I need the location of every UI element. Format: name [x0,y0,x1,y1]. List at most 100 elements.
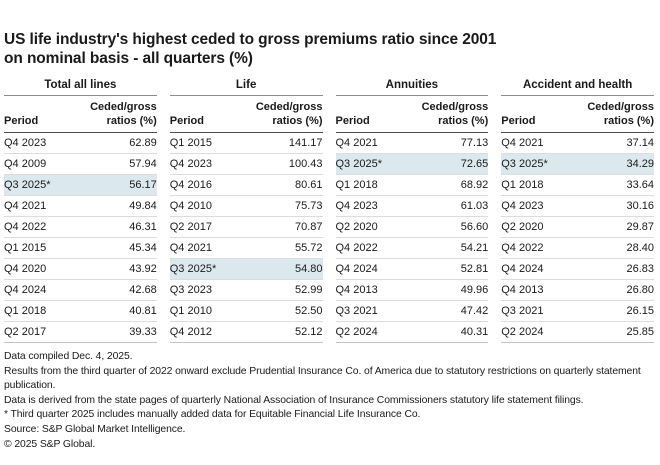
period-cell: Q3 2025* [335,158,382,170]
table-row: Q4 2021 55.72 [169,238,323,259]
footnote-data-derived: Data is derived from the state pages of … [4,394,584,406]
group-header-label: Accident and health [501,79,654,96]
value-cell: 28.40 [626,242,654,254]
value-cell: 61.03 [460,200,489,212]
period-cell: Q4 2023 [335,200,378,212]
value-cell: 77.13 [460,137,489,149]
period-cell: Q1 2015 [169,137,212,149]
value-cell: 46.31 [129,221,157,233]
table-group: Annuities Period Ceded/gross ratios (%) Q4 … [335,79,489,343]
value-cell: 56.60 [460,221,489,233]
period-cell: Q1 2018 [501,179,544,191]
period-cell: Q4 2023 [169,158,212,170]
period-column-header: Period [4,114,39,127]
table-row: Q3 2021 47.42 [335,301,489,322]
table-row: Q4 2020 43.92 [4,259,157,280]
table-group: Total all lines Period Ceded/gross ratios … [4,79,157,343]
value-cell: 34.29 [626,158,654,170]
value-cell: 42.68 [129,284,157,296]
period-cell: Q4 2022 [335,242,378,254]
period-cell: Q4 2021 [501,137,544,149]
column-headers: Period Ceded/gross ratios (%) [169,96,323,133]
table-row: Q1 2018 33.64 [501,175,654,196]
period-column-header: Period [501,114,536,127]
value-cell: 72.65 [460,158,489,170]
table-row: Q1 2015 45.34 [4,238,157,259]
period-cell: Q4 2009 [4,158,47,170]
table-row: Q2 2024 40.31 [335,322,489,343]
group-header-label: Total all lines [4,79,157,96]
value-cell: 57.94 [129,158,157,170]
table-row: Q2 2024 25.85 [501,322,654,343]
value-cell: 33.64 [626,179,654,191]
value-cell: 68.92 [460,179,489,191]
period-cell: Q4 2021 [4,200,47,212]
footnote-data-compiled: Data compiled Dec. 4, 2025. [4,351,133,362]
table-row: Q4 2024 42.68 [4,280,157,301]
table-row: Q3 2021 26.15 [501,301,654,322]
table-row: Q4 2013 49.96 [335,280,489,301]
value-cell: 52.50 [294,305,323,317]
table-row: Q4 2023 61.03 [335,196,489,217]
period-cell: Q1 2018 [4,305,47,317]
value-cell: 52.12 [294,326,323,338]
table-row: Q2 2020 56.60 [335,217,489,238]
value-cell: 80.61 [294,179,323,191]
period-cell: Q4 2021 [169,242,212,254]
period-cell: Q4 2024 [4,284,47,296]
footnote-asterisk: * Third quarter 2025 includes manually a… [4,409,421,421]
value-column-header: Ceded/gross ratios (%) [90,101,157,127]
value-cell: 54.21 [460,242,489,254]
value-cell: 40.31 [460,326,489,338]
value-cell: 26.15 [626,305,654,317]
value-cell: 29.87 [626,221,654,233]
table-row: Q4 2024 26.83 [501,259,654,280]
table-group: Life Period Ceded/gross ratios (%) Q1 2015 1… [169,79,323,343]
value-column-header: Ceded/gross ratios (%) [587,101,654,127]
value-cell: 70.87 [294,221,323,233]
value-cell: 62.89 [129,137,157,149]
period-cell: Q4 2020 [4,263,47,275]
value-cell: 49.96 [460,284,489,296]
table-row: Q3 2023 52.99 [169,280,323,301]
period-column-header: Period [335,114,370,127]
column-headers: Period Ceded/gross ratios (%) [4,96,157,133]
column-headers: Period Ceded/gross ratios (%) [335,96,489,133]
value-cell: 52.99 [294,284,323,296]
period-cell: Q3 2025* [4,179,51,191]
table-row: Q3 2025* 54.80 [169,259,323,280]
ceded-gross-ratios-table: Total all lines Period Ceded/gross ratios … [4,79,654,343]
footnotes: Data compiled Dec. 4, 2025. Results from… [4,350,656,452]
table-row: Q4 2023 100.43 [169,154,323,175]
period-cell: Q2 2024 [335,326,378,338]
value-cell: 43.92 [129,263,157,275]
value-cell: 55.72 [294,242,323,254]
table-row: Q2 2020 29.87 [501,217,654,238]
value-cell: 47.42 [460,305,489,317]
period-cell: Q2 2020 [335,221,378,233]
table-row: Q4 2009 57.94 [4,154,157,175]
footnote-source: Source: S&P Global Market Intelligence. [4,423,186,435]
period-cell: Q4 2023 [501,200,544,212]
table-row: Q4 2021 37.14 [501,133,654,154]
value-cell: 45.34 [129,242,157,254]
value-cell: 37.14 [626,137,654,149]
period-cell: Q3 2025* [501,158,548,170]
value-cell: 52.81 [460,263,489,275]
table-row: Q3 2025* 34.29 [501,154,654,175]
table-row: Q1 2010 52.50 [169,301,323,322]
page-title: US life industry's highest ceded to gros… [4,30,654,68]
table-row: Q4 2024 52.81 [335,259,489,280]
period-cell: Q3 2021 [501,305,544,317]
value-cell: 141.17 [288,137,323,149]
value-column-header: Ceded/gross ratios (%) [421,101,489,127]
period-cell: Q2 2017 [4,326,47,338]
value-cell: 49.84 [129,200,157,212]
value-cell: 26.83 [626,263,654,275]
period-cell: Q4 2021 [335,137,378,149]
group-header-label: Annuities [335,79,489,96]
table-row: Q4 2021 77.13 [335,133,489,154]
table-row: Q1 2015 141.17 [169,133,323,154]
period-cell: Q4 2013 [335,284,378,296]
period-cell: Q4 2016 [169,179,212,191]
